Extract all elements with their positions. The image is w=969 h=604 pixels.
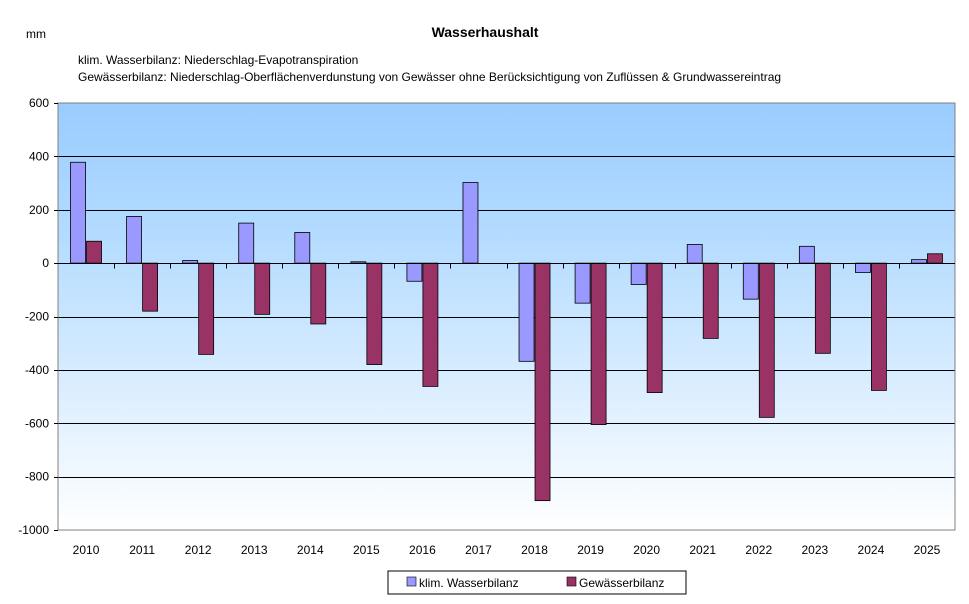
x-tick-label: 2014: [297, 543, 324, 557]
bar-gewaesserbilanz-2024: [871, 262, 887, 391]
x-tick-label: 2018: [521, 543, 548, 557]
x-tick-label: 2024: [858, 543, 885, 557]
y-tick-label: 200: [29, 203, 49, 217]
legend-swatch-gewaesserbilanz: [566, 576, 577, 587]
y-tick-label: 400: [29, 149, 49, 163]
bar-klim-wasserbilanz-2013: [238, 222, 255, 264]
bar-klim-wasserbilanz-2022: [742, 262, 759, 300]
x-tick-label: 2019: [577, 543, 604, 557]
bar-gewaesserbilanz-2019: [590, 262, 607, 425]
chart-subtitle-line-1: klim. Wasserbilanz: Niederschlag-Evapotr…: [78, 53, 358, 67]
x-tick-label: 2021: [689, 543, 716, 557]
bar-klim-wasserbilanz-2021: [686, 244, 703, 264]
y-tick-label: -800: [25, 470, 49, 484]
x-tick-label: 2015: [353, 543, 380, 557]
bar-klim-wasserbilanz-2019: [574, 262, 591, 304]
bar-klim-wasserbilanz-2023: [798, 245, 815, 264]
bar-klim-wasserbilanz-2010: [70, 161, 86, 264]
bar-gewaesserbilanz-2016: [422, 262, 439, 387]
bar-klim-wasserbilanz-2020: [630, 262, 647, 285]
bar-gewaesserbilanz-2018: [534, 262, 551, 502]
bar-klim-wasserbilanz-2018: [518, 262, 535, 362]
bar-gewaesserbilanz-2010: [86, 240, 102, 264]
bar-klim-wasserbilanz-2017: [462, 182, 479, 264]
x-axis: 2010 2011 2012 2013 2014 2015 2016 2017 2018 2019…: [73, 543, 941, 557]
y-tick-label: -1000: [18, 523, 49, 537]
x-tick-label: 2011: [129, 543, 155, 557]
bar-klim-wasserbilanz-2012: [182, 260, 199, 264]
x-tick-label: 2016: [409, 543, 436, 557]
bar-gewaesserbilanz-2023: [814, 262, 831, 354]
bar-gewaesserbilanz-2011: [142, 262, 158, 312]
x-tick-label: 2020: [633, 543, 660, 557]
x-tick-label: 2013: [241, 543, 268, 557]
bar-gewaesserbilanz-2021: [702, 262, 719, 339]
y-tick-label: -400: [25, 363, 49, 377]
legend-label-gewaesserbilanz: Gewässerbilanz: [579, 576, 664, 590]
plot-border: [57, 102, 956, 531]
y-tick-label: -200: [25, 310, 49, 324]
bar-gewaesserbilanz-2012: [198, 262, 215, 355]
y-tick-label: -600: [25, 416, 49, 430]
legend-label-klim-wasserbilanz: klim. Wasserbilanz: [419, 576, 519, 590]
y-axis: 600 400 200 0 -200 -400 -600 -800 -1000: [18, 96, 955, 537]
bar-klim-wasserbilanz-2011: [126, 216, 142, 264]
x-tick-label: 2017: [465, 543, 492, 557]
bar-klim-wasserbilanz-2025: [911, 259, 927, 264]
x-tick-label: 2022: [745, 543, 772, 557]
bar-klim-wasserbilanz-2014: [294, 232, 311, 264]
bar-gewaesserbilanz-2014: [310, 262, 327, 325]
bar-klim-wasserbilanz-2016: [406, 262, 423, 282]
chart-title: Wasserhaushalt: [432, 24, 539, 40]
y-axis-unit-label: mm: [26, 27, 46, 41]
legend-box: [387, 570, 687, 595]
y-tick-label: 0: [42, 256, 49, 270]
legend-swatch-klim-wasserbilanz: [406, 576, 417, 587]
legend: klim. Wasserbilanz Gewässerbilanz: [387, 570, 687, 595]
x-tick-label: 2012: [185, 543, 212, 557]
bar-gewaesserbilanz-2015: [366, 262, 383, 365]
bar-gewaesserbilanz-2022: [758, 262, 775, 418]
bar-klim-wasserbilanz-2024: [855, 262, 871, 273]
x-tick-label: 2023: [801, 543, 828, 557]
y-tick-label: 600: [29, 96, 49, 110]
bar-gewaesserbilanz-2013: [254, 262, 271, 315]
bar-gewaesserbilanz-2020: [646, 262, 663, 393]
chart-subtitle-line-2: Gewässerbilanz: Niederschlag-Oberflächen…: [78, 70, 781, 84]
bar-gewaesserbilanz-2025: [927, 253, 943, 264]
bar-klim-wasserbilanz-2015: [350, 261, 367, 264]
x-tick-label: 2010: [73, 543, 100, 557]
bars: [70, 161, 943, 502]
x-tick-label: 2025: [914, 543, 941, 557]
